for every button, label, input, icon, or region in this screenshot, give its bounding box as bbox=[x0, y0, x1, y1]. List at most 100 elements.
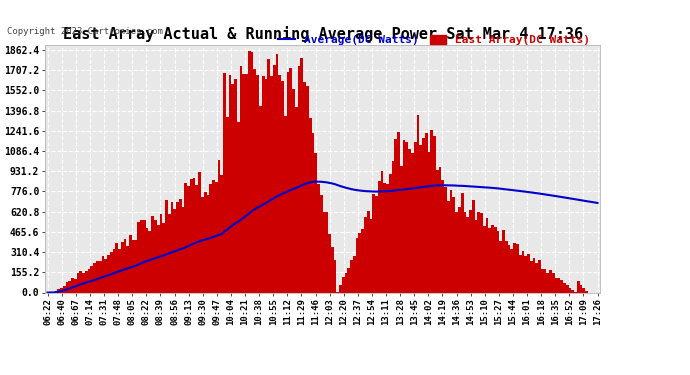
Bar bbox=[190, 179, 193, 292]
Bar bbox=[234, 78, 237, 292]
Bar bbox=[231, 84, 234, 292]
Bar bbox=[560, 280, 563, 292]
Bar bbox=[217, 160, 220, 292]
Bar bbox=[444, 187, 447, 292]
Bar bbox=[558, 278, 560, 292]
Bar bbox=[455, 212, 458, 292]
Bar bbox=[99, 261, 101, 292]
Bar bbox=[494, 227, 497, 292]
Bar bbox=[453, 197, 455, 292]
Bar bbox=[148, 231, 151, 292]
Bar bbox=[226, 117, 228, 292]
Bar bbox=[436, 170, 439, 292]
Bar bbox=[480, 213, 483, 292]
Bar bbox=[303, 82, 306, 292]
Bar bbox=[79, 271, 82, 292]
Bar bbox=[60, 288, 63, 292]
Bar bbox=[577, 281, 580, 292]
Bar bbox=[90, 267, 93, 292]
Bar bbox=[239, 66, 242, 292]
Bar bbox=[552, 273, 555, 292]
Bar bbox=[370, 219, 373, 292]
Bar bbox=[538, 260, 541, 292]
Bar bbox=[450, 190, 453, 292]
Bar bbox=[201, 197, 204, 292]
Bar bbox=[176, 202, 179, 292]
Bar bbox=[124, 239, 126, 292]
Bar bbox=[129, 235, 132, 292]
Bar bbox=[486, 218, 489, 292]
Bar bbox=[248, 51, 250, 292]
Bar bbox=[378, 181, 381, 292]
Bar bbox=[400, 166, 403, 292]
Bar bbox=[497, 231, 500, 292]
Bar bbox=[513, 243, 516, 292]
Bar bbox=[464, 212, 466, 292]
Bar bbox=[297, 66, 300, 292]
Bar bbox=[115, 243, 118, 292]
Bar bbox=[469, 210, 472, 292]
Bar bbox=[228, 75, 231, 292]
Bar bbox=[55, 291, 57, 292]
Bar bbox=[289, 68, 292, 292]
Bar bbox=[314, 153, 317, 292]
Bar bbox=[447, 201, 450, 292]
Bar bbox=[206, 195, 209, 292]
Bar bbox=[348, 268, 351, 292]
Bar bbox=[215, 182, 217, 292]
Bar bbox=[356, 238, 359, 292]
Bar bbox=[339, 285, 342, 292]
Bar bbox=[527, 254, 530, 292]
Bar bbox=[530, 261, 533, 292]
Bar bbox=[508, 245, 511, 292]
Bar bbox=[204, 192, 206, 292]
Bar bbox=[110, 252, 112, 292]
Bar bbox=[389, 174, 392, 292]
Bar bbox=[181, 207, 184, 292]
Bar bbox=[489, 228, 491, 292]
Bar bbox=[157, 225, 159, 292]
Bar bbox=[195, 185, 198, 292]
Bar bbox=[245, 74, 248, 292]
Bar bbox=[88, 269, 90, 292]
Bar bbox=[566, 285, 569, 292]
Bar bbox=[300, 58, 303, 292]
Bar bbox=[411, 153, 414, 292]
Bar bbox=[392, 161, 395, 292]
Bar bbox=[425, 133, 428, 292]
Bar bbox=[74, 279, 77, 292]
Bar bbox=[420, 145, 422, 292]
Bar bbox=[373, 194, 375, 292]
Bar bbox=[522, 251, 524, 292]
Bar bbox=[292, 89, 295, 292]
Bar bbox=[326, 211, 328, 292]
Bar bbox=[461, 192, 464, 292]
Bar bbox=[270, 76, 273, 292]
Bar bbox=[132, 240, 135, 292]
Bar bbox=[308, 118, 311, 292]
Bar bbox=[569, 288, 571, 292]
Bar bbox=[431, 130, 433, 292]
Bar bbox=[68, 281, 71, 292]
Bar bbox=[170, 202, 173, 292]
Bar bbox=[406, 142, 408, 292]
Bar bbox=[57, 290, 60, 292]
Bar bbox=[458, 207, 461, 292]
Bar bbox=[162, 224, 165, 292]
Bar bbox=[375, 196, 378, 292]
Bar bbox=[198, 172, 201, 292]
Bar bbox=[439, 166, 442, 292]
Bar bbox=[143, 220, 146, 292]
Legend: Average(DC Watts), East Array(DC Watts): Average(DC Watts), East Array(DC Watts) bbox=[274, 31, 595, 50]
Bar bbox=[135, 240, 137, 292]
Bar bbox=[535, 263, 538, 292]
Bar bbox=[328, 234, 331, 292]
Bar bbox=[295, 107, 297, 292]
Bar bbox=[286, 72, 289, 292]
Bar bbox=[580, 285, 582, 292]
Bar bbox=[256, 75, 259, 292]
Bar bbox=[220, 175, 223, 292]
Bar bbox=[397, 132, 400, 292]
Bar bbox=[151, 216, 154, 292]
Bar bbox=[259, 106, 262, 292]
